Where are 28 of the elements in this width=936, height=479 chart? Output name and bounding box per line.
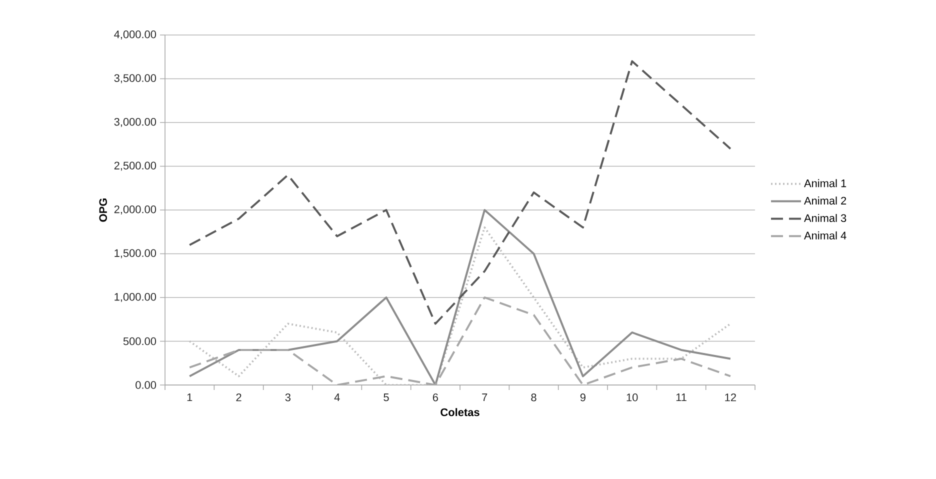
x-tick-label: 12 [725, 394, 736, 402]
y-tick-label: 0.00 [136, 381, 156, 389]
x-tick-label: 6 [432, 394, 438, 402]
y-tick-label: 3,500.00 [114, 74, 156, 84]
x-tick-label: 4 [334, 394, 340, 402]
x-tick-label: 10 [626, 394, 638, 402]
x-tick-label: 2 [236, 394, 242, 402]
x-tick-label: 5 [384, 394, 389, 402]
legend-label: Animal 1 [804, 179, 846, 188]
x-axis-title: Coletas [440, 408, 480, 416]
line-series [188, 60, 732, 325]
y-tick-label: 500.00 [123, 337, 156, 346]
y-tick-label: 1,500.00 [114, 249, 156, 258]
x-tick-label: 3 [285, 394, 290, 402]
y-tick-label: 3,000.00 [114, 118, 156, 128]
x-tick-label: 9 [580, 394, 586, 402]
x-tick-label: 7 [482, 394, 488, 402]
y-tick-label: 2,000.00 [114, 205, 156, 215]
x-tick-label: 8 [531, 394, 536, 402]
y-tick-label: 1,000.00 [114, 292, 156, 302]
y-tick-label: 4,000.00 [114, 30, 156, 40]
legend-label: Animal 2 [804, 196, 846, 205]
x-tick-label: 11 [676, 394, 686, 402]
x-tick-label: 1 [187, 394, 192, 402]
legend-label: Animal 4 [804, 231, 846, 240]
y-axis-title: OPG [99, 198, 107, 222]
legend-label: Animal 3 [804, 214, 846, 222]
y-tick-label: 2,500.00 [114, 162, 156, 171]
